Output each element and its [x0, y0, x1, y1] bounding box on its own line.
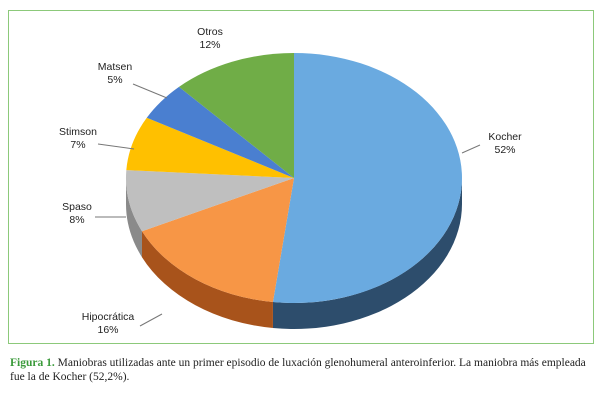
slice-kocher[interactable]: [272, 53, 462, 303]
leader-line-hipocrática: [139, 313, 163, 327]
slice-matsen[interactable]: [146, 86, 294, 178]
label-hipocrática: Hipocrática: [82, 311, 135, 323]
figure-label: Figura 1.: [10, 357, 55, 369]
value-label-spaso: 8%: [69, 214, 84, 226]
value-label-hipocrática: 16%: [97, 324, 118, 336]
slice-hipocrática[interactable]: [141, 178, 294, 303]
slice-stimson[interactable]: [126, 117, 294, 178]
slice-side-hipocrática: [141, 231, 273, 329]
slice-otros[interactable]: [178, 53, 294, 178]
slice-side-kocher: [272, 178, 462, 329]
caption-text: Maniobras utilizadas ante un primer epis…: [10, 357, 586, 383]
chart-frame: [8, 10, 594, 344]
leader-line-stimson: [97, 143, 135, 150]
label-spaso: Spaso: [62, 201, 92, 213]
slice-spaso[interactable]: [126, 170, 294, 232]
label-kocher: Kocher: [488, 131, 522, 143]
figure-caption: Figura 1. Maniobras utilizadas ante un p…: [10, 356, 600, 384]
slice-side-spaso: [126, 178, 142, 258]
value-label-stimson: 7%: [70, 139, 85, 151]
value-label-kocher: 52%: [494, 144, 515, 156]
leader-line-kocher: [461, 144, 481, 154]
value-label-matsen: 5%: [107, 74, 122, 86]
label-otros: Otros: [197, 26, 223, 38]
label-stimson: Stimson: [59, 126, 97, 138]
value-label-otros: 12%: [199, 39, 220, 51]
leader-line-matsen: [132, 83, 168, 99]
label-matsen: Matsen: [98, 61, 133, 73]
